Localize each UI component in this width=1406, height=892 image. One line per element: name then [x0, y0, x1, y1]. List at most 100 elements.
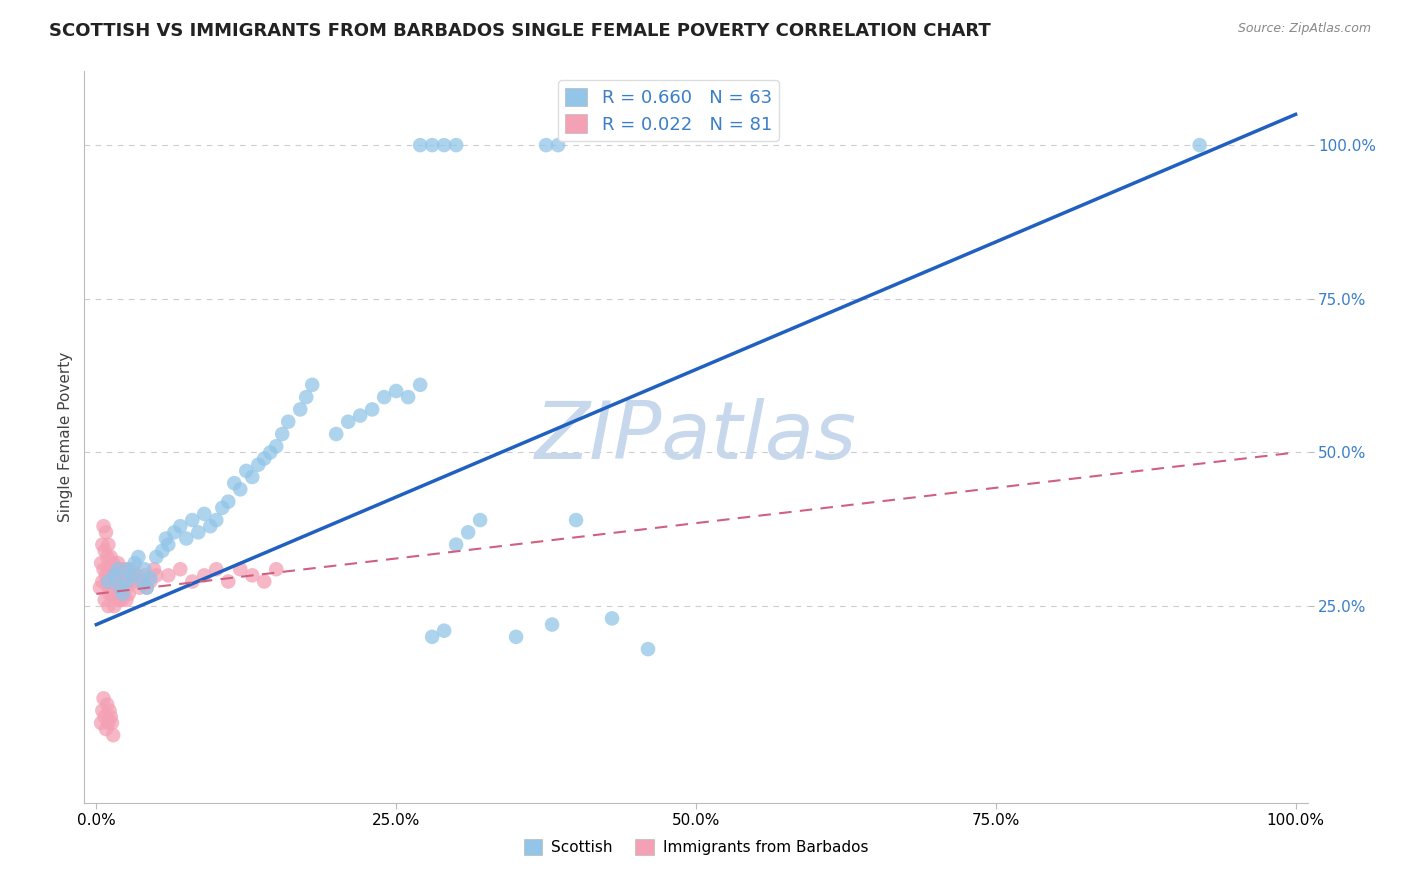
Text: ZIPatlas: ZIPatlas [534, 398, 858, 476]
Point [240, 470, 263, 484]
Point [104, 587, 127, 601]
Point [96, 549, 118, 564]
Legend: Scottish, Immigrants from Barbados: Scottish, Immigrants from Barbados [517, 833, 875, 861]
Point [433, 138, 456, 153]
Point [112, 574, 135, 589]
Point [181, 574, 204, 589]
Point [93, 593, 117, 607]
Point [409, 138, 432, 153]
Point [127, 549, 149, 564]
Point [97, 599, 120, 613]
Point [565, 513, 588, 527]
Point [112, 587, 135, 601]
Point [235, 464, 257, 478]
Point [205, 513, 228, 527]
Point [337, 415, 360, 429]
Text: Source: ZipAtlas.com: Source: ZipAtlas.com [1237, 22, 1371, 36]
Point [114, 562, 136, 576]
Point [139, 574, 162, 589]
Point [163, 525, 186, 540]
Point [295, 390, 318, 404]
Point [247, 458, 270, 472]
Point [108, 568, 131, 582]
Point [110, 581, 132, 595]
Point [90, 715, 112, 730]
Point [101, 715, 124, 730]
Point [361, 402, 384, 417]
Point [457, 525, 479, 540]
Point [96, 574, 118, 589]
Point [94, 722, 117, 736]
Point [271, 427, 294, 442]
Point [135, 581, 157, 595]
Point [97, 538, 120, 552]
Point [100, 549, 122, 564]
Point [468, 513, 491, 527]
Point [97, 574, 120, 589]
Point [96, 698, 118, 712]
Point [301, 377, 323, 392]
Point [155, 532, 177, 546]
Point [200, 519, 222, 533]
Point [110, 574, 132, 589]
Point [105, 574, 128, 589]
Point [110, 587, 132, 601]
Point [1188, 138, 1211, 153]
Point [108, 593, 131, 607]
Point [444, 138, 467, 153]
Point [94, 525, 117, 540]
Point [93, 710, 117, 724]
Point [91, 538, 114, 552]
Point [349, 409, 371, 423]
Point [90, 556, 112, 570]
Point [103, 562, 125, 576]
Point [97, 581, 120, 595]
Point [217, 574, 239, 589]
Point [103, 599, 125, 613]
Point [135, 581, 157, 595]
Point [181, 513, 204, 527]
Point [89, 581, 111, 595]
Point [118, 587, 141, 601]
Point [107, 581, 129, 595]
Point [637, 642, 659, 657]
Point [409, 377, 432, 392]
Point [211, 500, 233, 515]
Point [433, 624, 456, 638]
Point [224, 476, 246, 491]
Point [93, 543, 117, 558]
Point [142, 562, 165, 576]
Point [121, 568, 143, 582]
Point [420, 630, 443, 644]
Point [325, 427, 347, 442]
Point [174, 532, 197, 546]
Point [290, 402, 312, 417]
Point [229, 483, 252, 497]
Point [107, 562, 129, 576]
Point [100, 574, 122, 589]
Point [107, 556, 129, 570]
Point [134, 568, 156, 582]
Point [541, 617, 564, 632]
Point [169, 519, 191, 533]
Point [93, 691, 115, 706]
Point [150, 543, 173, 558]
Point [205, 562, 228, 576]
Point [240, 568, 263, 582]
Point [420, 138, 443, 153]
Point [193, 507, 215, 521]
Point [259, 445, 281, 459]
Point [534, 138, 557, 153]
Point [134, 562, 156, 576]
Point [101, 728, 124, 742]
Point [187, 525, 209, 540]
Point [157, 568, 180, 582]
Point [91, 574, 114, 589]
Point [124, 574, 146, 589]
Point [373, 390, 395, 404]
Point [118, 562, 141, 576]
Point [217, 494, 239, 508]
Point [111, 587, 134, 601]
Point [101, 587, 124, 601]
Point [101, 574, 124, 589]
